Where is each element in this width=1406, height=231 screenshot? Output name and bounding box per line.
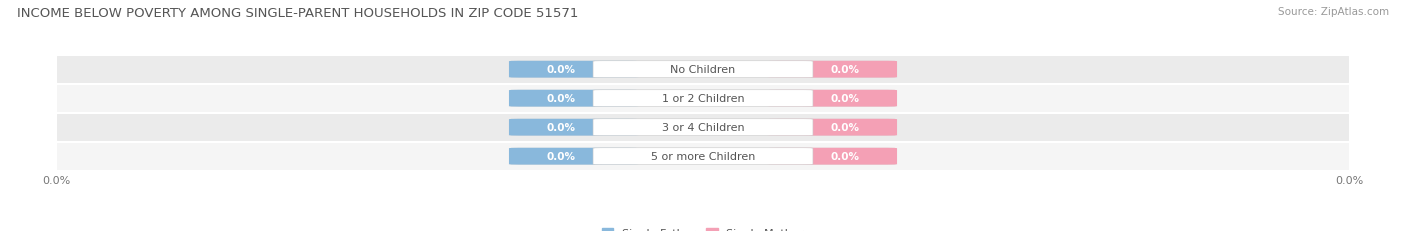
FancyBboxPatch shape: [509, 90, 638, 107]
FancyBboxPatch shape: [768, 90, 897, 107]
Text: INCOME BELOW POVERTY AMONG SINGLE-PARENT HOUSEHOLDS IN ZIP CODE 51571: INCOME BELOW POVERTY AMONG SINGLE-PARENT…: [17, 7, 578, 20]
Bar: [56, 113, 1350, 142]
Text: 0.0%: 0.0%: [831, 65, 860, 75]
FancyBboxPatch shape: [509, 148, 897, 165]
FancyBboxPatch shape: [509, 61, 897, 78]
Text: Source: ZipAtlas.com: Source: ZipAtlas.com: [1278, 7, 1389, 17]
FancyBboxPatch shape: [593, 148, 813, 165]
Bar: [56, 142, 1350, 171]
FancyBboxPatch shape: [593, 119, 813, 136]
FancyBboxPatch shape: [593, 61, 813, 78]
Bar: [56, 84, 1350, 113]
FancyBboxPatch shape: [509, 119, 897, 136]
Bar: [56, 55, 1350, 84]
Text: 0.0%: 0.0%: [546, 152, 575, 161]
FancyBboxPatch shape: [509, 61, 638, 78]
FancyBboxPatch shape: [509, 119, 638, 136]
FancyBboxPatch shape: [768, 119, 897, 136]
Text: 0.0%: 0.0%: [831, 94, 860, 104]
FancyBboxPatch shape: [768, 148, 897, 165]
FancyBboxPatch shape: [509, 90, 897, 107]
Text: 1 or 2 Children: 1 or 2 Children: [662, 94, 744, 104]
Text: 0.0%: 0.0%: [546, 94, 575, 104]
Text: 0.0%: 0.0%: [831, 152, 860, 161]
Text: 3 or 4 Children: 3 or 4 Children: [662, 123, 744, 133]
Legend: Single Father, Single Mother: Single Father, Single Mother: [598, 224, 808, 231]
Text: 0.0%: 0.0%: [831, 123, 860, 133]
Text: 0.0%: 0.0%: [546, 65, 575, 75]
FancyBboxPatch shape: [509, 148, 638, 165]
Text: 5 or more Children: 5 or more Children: [651, 152, 755, 161]
FancyBboxPatch shape: [593, 90, 813, 107]
Text: No Children: No Children: [671, 65, 735, 75]
FancyBboxPatch shape: [768, 61, 897, 78]
Text: 0.0%: 0.0%: [546, 123, 575, 133]
